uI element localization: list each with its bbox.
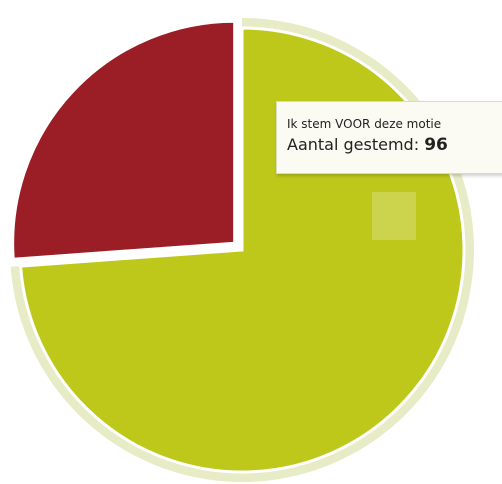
- pie-slice-2[interactable]: [11, 19, 237, 261]
- tooltip-value-label: Aantal gestemd:: [287, 135, 420, 154]
- tooltip-series-name: Ik stem VOOR deze motie: [287, 117, 442, 131]
- tooltip-value: 96: [424, 135, 448, 155]
- hover-marker: [372, 192, 416, 240]
- tooltip-value-row: Aantal gestemd: 96: [287, 134, 502, 156]
- chart-tooltip: Ik stem VOOR deze motie Aantal gestemd: …: [276, 101, 502, 174]
